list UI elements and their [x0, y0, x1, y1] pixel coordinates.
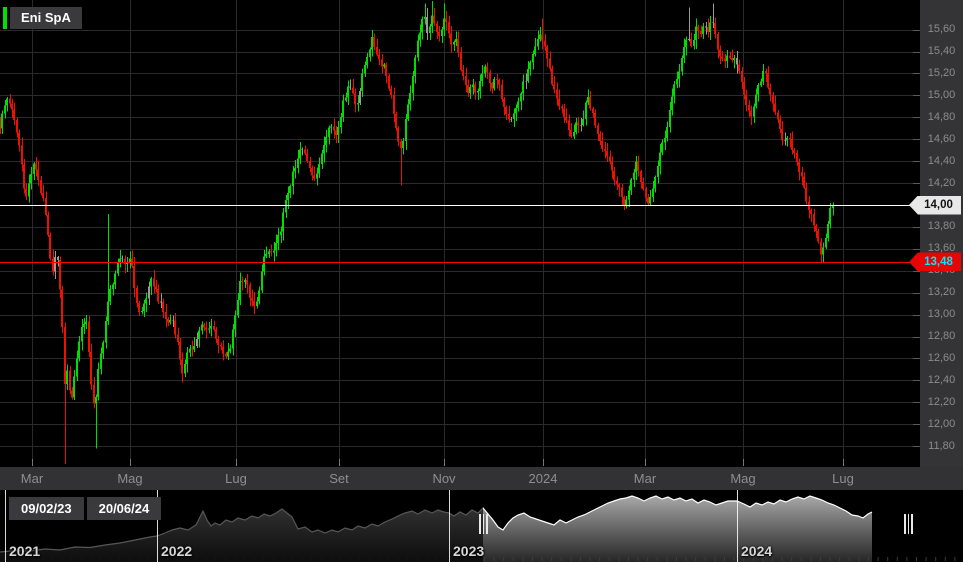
- navigator-left-handle[interactable]: [478, 514, 489, 534]
- price-axis-label: 14,80: [927, 110, 956, 123]
- navigator[interactable]: 09/02/23 20/06/24 2021 2022 2023 2024: [0, 490, 963, 562]
- time-axis[interactable]: Mar Mag Lug Set Nov 2024 Mar Mag Lug: [0, 467, 963, 490]
- price-axis-label: 13,20: [927, 286, 956, 299]
- price-axis[interactable]: 15,60 15,40 15,20 15,00 14,80 14,60 14,40 14,20…: [920, 0, 963, 467]
- price-axis-label: 14,20: [927, 176, 956, 189]
- price-axis-label: 12,40: [927, 373, 956, 386]
- price-axis-label: 12,20: [927, 395, 956, 408]
- time-axis-label: Mar: [20, 471, 44, 486]
- range-end-box[interactable]: 20/06/24: [86, 497, 162, 520]
- main-chart[interactable]: [0, 0, 920, 467]
- navigator-year-label: 2021: [9, 543, 41, 559]
- navigator-year-label: 2022: [161, 543, 193, 559]
- price-axis-label: 13,80: [927, 220, 956, 233]
- time-axis-label: Nov: [432, 471, 456, 486]
- price-axis-label: 13,00: [927, 308, 956, 321]
- price-axis-label: 13,60: [927, 242, 956, 255]
- navigator-year-label: 2023: [453, 543, 485, 559]
- time-axis-label: Mar: [633, 471, 657, 486]
- navigator-area-chart[interactable]: [0, 490, 963, 562]
- series-accent-bar: [3, 7, 7, 29]
- price-axis-label: 14,40: [927, 154, 956, 167]
- last-price-tag: 14,00: [909, 195, 961, 215]
- price-axis-label: 15,00: [927, 88, 956, 101]
- time-axis-label: Mag: [117, 471, 143, 486]
- alert-price-tag: 13,48: [909, 252, 961, 272]
- time-axis-label: 2024: [528, 471, 558, 486]
- price-axis-label: 15,60: [927, 23, 956, 36]
- symbol-label: Eni SpA: [10, 7, 82, 29]
- price-axis-label: 14,60: [927, 132, 956, 145]
- navigator-right-handle[interactable]: [903, 514, 914, 534]
- time-axis-label: Lug: [832, 471, 854, 486]
- price-axis-label: 11,80: [928, 439, 955, 452]
- candlestick-plot[interactable]: [0, 0, 920, 467]
- time-axis-label: Set: [329, 471, 349, 486]
- price-axis-label: 15,40: [927, 45, 956, 58]
- price-axis-label: 12,00: [927, 417, 956, 430]
- navigator-year-label: 2024: [741, 543, 773, 559]
- price-axis-label: 12,60: [927, 351, 956, 364]
- symbol-badge[interactable]: Eni SpA: [3, 7, 82, 29]
- price-axis-label: 12,80: [927, 330, 956, 343]
- time-axis-label: Mag: [730, 471, 756, 486]
- price-axis-label: 15,20: [927, 66, 956, 79]
- date-range: 09/02/23 20/06/24: [9, 497, 162, 520]
- time-axis-label: Lug: [225, 471, 247, 486]
- range-start-box[interactable]: 09/02/23: [9, 497, 84, 520]
